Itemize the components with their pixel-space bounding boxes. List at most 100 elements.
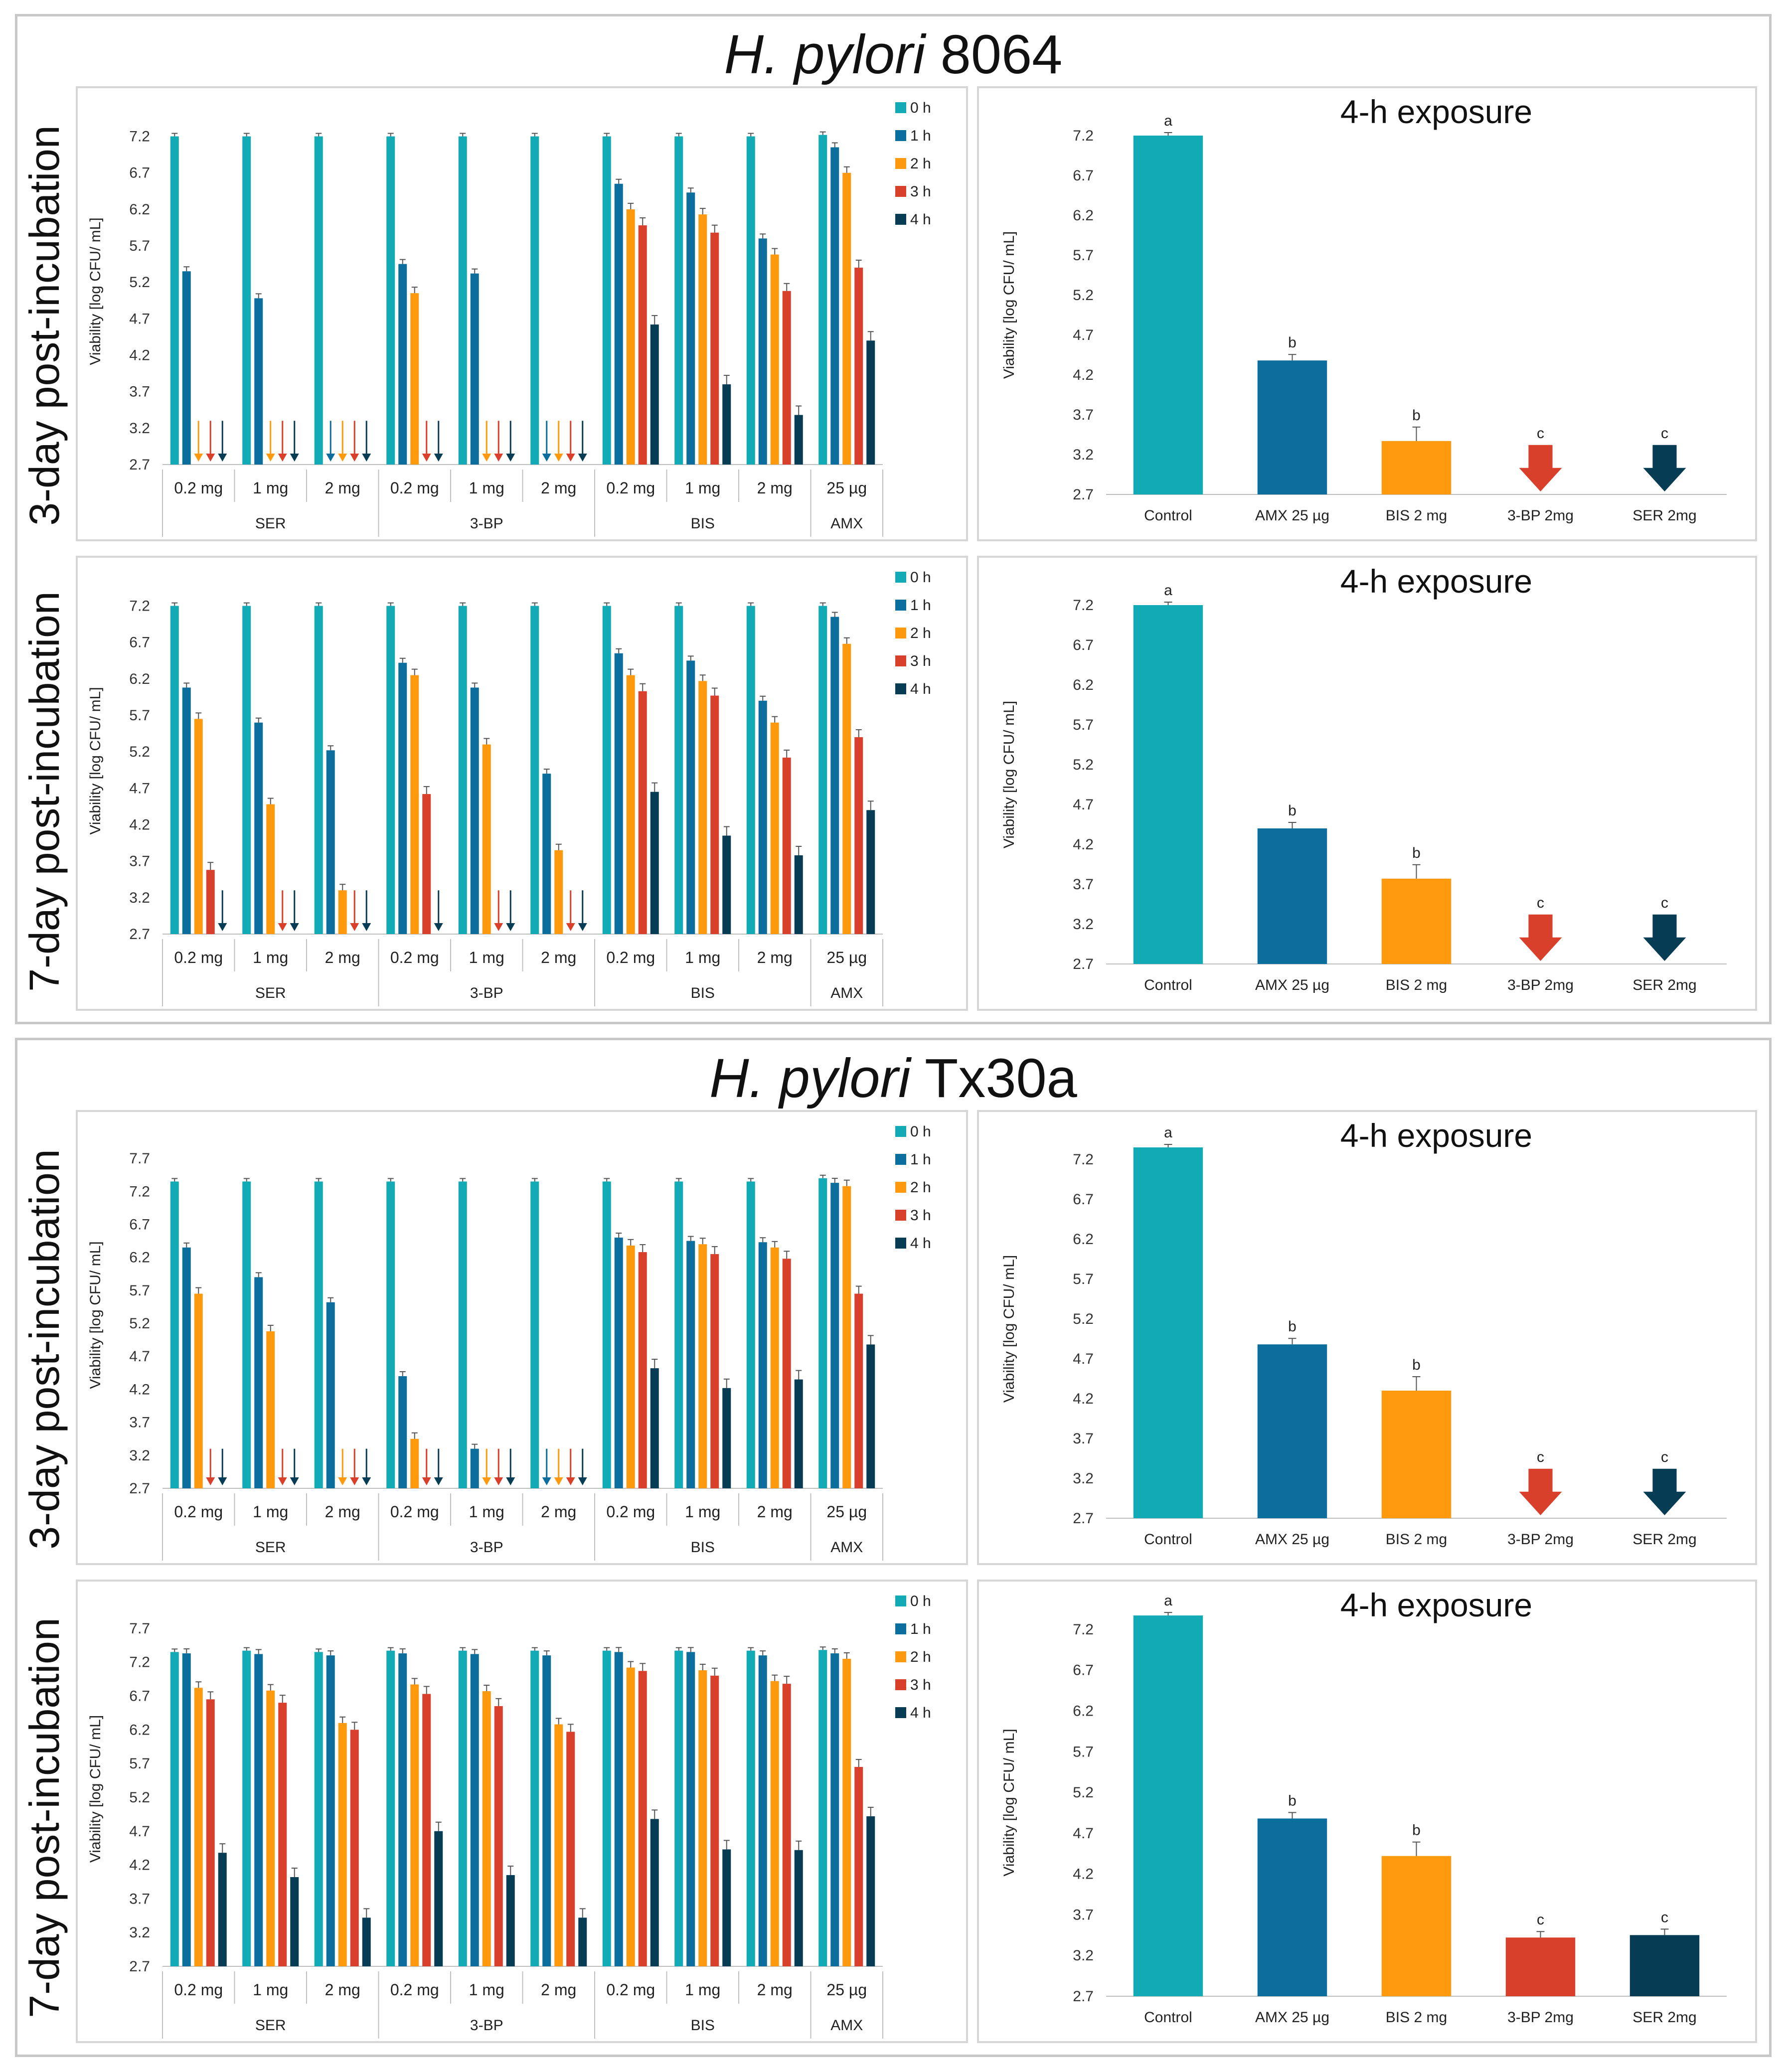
section-title: H. pylori 8064: [17, 27, 1769, 82]
bar: [1381, 878, 1452, 964]
bar-0h: [674, 1181, 683, 1488]
legend-label: 3 h: [910, 1677, 931, 1693]
section-8064: H. pylori 8064 3-day post-incubation 7-d…: [15, 14, 1772, 1024]
bar: [1133, 136, 1203, 494]
group-label: BIS: [691, 985, 715, 1001]
no-growth-arrow-head: [290, 923, 299, 931]
legend-swatch: [895, 628, 906, 638]
legend-label: 0 h: [910, 100, 931, 116]
bar-4h: [362, 1917, 371, 1966]
bar-0h: [818, 606, 827, 934]
x-tick-label: 0.2 mg: [390, 479, 439, 497]
bar-1h: [758, 700, 767, 934]
row-label-7day: 7-day post-incubation: [21, 591, 68, 992]
group-label: AMX: [830, 515, 863, 532]
x-tick-label: 0.2 mg: [606, 1503, 655, 1521]
bar-4h: [650, 792, 659, 934]
no-growth-arrow-head: [422, 454, 431, 462]
group-label: AMX: [830, 2017, 863, 2034]
x-tick-label: 3-BP 2mg: [1507, 507, 1574, 524]
bar-4h: [722, 835, 731, 934]
bar-0h: [674, 606, 683, 934]
no-growth-arrow-head: [434, 1477, 443, 1485]
bar: [1257, 1344, 1327, 1518]
section-tx30a: H. pylori Tx30a 3-day post-incubation 7-…: [15, 1038, 1772, 2057]
bar-4h: [650, 1819, 659, 1966]
legend-swatch: [895, 214, 906, 225]
y-tick-label: 3.2: [129, 420, 150, 437]
bar-1h: [398, 1376, 407, 1488]
y-tick-label: 4.7: [1073, 1825, 1094, 1842]
x-tick-label: 1 mg: [469, 949, 504, 966]
bar-1h: [686, 1652, 695, 1966]
x-tick-label: Control: [1144, 977, 1192, 993]
x-tick-label: 0.2 mg: [606, 949, 655, 966]
bar-4h: [794, 415, 803, 465]
bar-2h: [698, 681, 707, 934]
legend-swatch: [895, 158, 906, 169]
y-tick-label: 4.2: [129, 1857, 150, 1874]
no-growth-arrow-head: [290, 454, 299, 462]
bar-4h: [722, 384, 731, 465]
bar-2h: [194, 1688, 203, 1966]
chart-title: 4-h exposure: [1340, 1117, 1532, 1154]
x-tick-label: 0.2 mg: [174, 949, 223, 966]
y-tick-label: 4.7: [1073, 797, 1094, 813]
bar-3h: [350, 1730, 359, 1966]
bar-3h: [422, 1694, 431, 1966]
no-growth-arrow-head: [278, 454, 287, 462]
significance-letter: b: [1288, 334, 1297, 351]
bar-2h: [266, 1331, 275, 1488]
x-tick-label: 0.2 mg: [606, 479, 655, 497]
group-label: 3-BP: [470, 515, 503, 532]
panel-time-course: Viability [log CFU/ mL] 7.7 7.2 6.7 6.2 5.7 5.…: [76, 1110, 968, 1565]
legend-swatch: [895, 1679, 906, 1690]
bar: [1505, 1937, 1576, 1996]
group-label: 3-BP: [470, 2017, 503, 2034]
row-label-7day: 7-day post-incubation: [21, 1617, 68, 2018]
bar-0h: [818, 1178, 827, 1488]
no-growth-arrow-head: [362, 1477, 371, 1485]
section-title-species: H. pylori: [709, 1048, 911, 1109]
x-tick-label: 0.2 mg: [174, 1503, 223, 1521]
legend-swatch: [895, 186, 906, 197]
bar-2h: [266, 1690, 275, 1966]
chart-4h-exposure-3day: Viability [log CFU/ mL] 7.2 6.7 6.2 5.7 5.2 4.…: [1001, 1117, 1727, 1548]
no-growth-arrow: [1519, 1468, 1562, 1515]
bar-1h: [614, 653, 623, 934]
bar-3h: [782, 1684, 791, 1966]
bar-4h: [650, 324, 659, 465]
bar-1h: [470, 687, 479, 934]
y-tick-label: 3.7: [1073, 1907, 1094, 1923]
y-tick-label: 5.7: [129, 1282, 150, 1299]
significance-letter: c: [1661, 895, 1668, 911]
no-growth-arrow-head: [278, 1477, 287, 1485]
no-growth-arrow-head: [566, 454, 575, 462]
y-tick-label: 3.7: [129, 384, 150, 400]
no-growth-arrow-head: [350, 1477, 359, 1485]
legend-label: 4 h: [910, 1705, 931, 1721]
bar-1h: [614, 183, 623, 465]
bar-1h: [254, 1277, 263, 1488]
no-growth-arrow: [1643, 445, 1686, 491]
bar-1h: [326, 1655, 335, 1966]
y-tick-label: 2.7: [129, 926, 150, 943]
bar-0h: [386, 1181, 395, 1488]
panel-time-course: Viability [log CFU/ mL] 7.7 7.2 6.7 6.2 5.7 5.…: [76, 1580, 968, 2043]
y-tick-label: 3.7: [1073, 407, 1094, 423]
bar: [1381, 441, 1452, 494]
bar: [1133, 1615, 1203, 1996]
legend-swatch: [895, 1182, 906, 1193]
y-tick-label: 3.2: [1073, 1470, 1094, 1487]
bar-3h: [638, 1252, 647, 1488]
x-tick-label: 2 mg: [541, 1981, 576, 1999]
bar: [1257, 828, 1327, 964]
y-axis-label: Viability [log CFU/ mL]: [1001, 1255, 1017, 1403]
bar-1h: [182, 687, 191, 934]
bar-2h: [698, 214, 707, 465]
y-tick-label: 7.2: [129, 1654, 150, 1671]
bar-1h: [254, 722, 263, 934]
bar-0h: [530, 1650, 539, 1966]
panel-4h-exposure: Viability [log CFU/ mL] 7.2 6.7 6.2 5.7 5.2 4.…: [977, 556, 1757, 1011]
bar-4h: [218, 1853, 227, 1966]
